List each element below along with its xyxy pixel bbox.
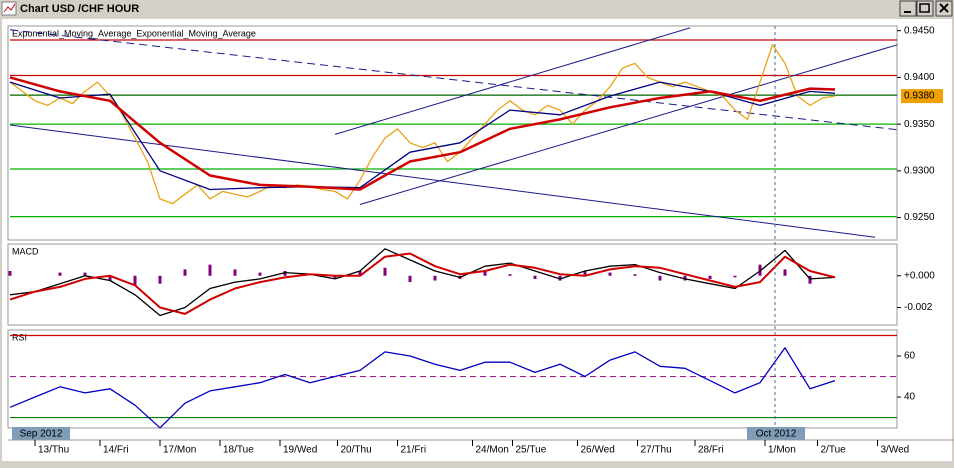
y-tick-label: -0.002 bbox=[904, 302, 933, 313]
histogram-bar bbox=[83, 272, 87, 276]
histogram-bar bbox=[433, 275, 437, 281]
window-title: Chart USD /CHF HOUR bbox=[20, 3, 139, 15]
panel-frame bbox=[7, 25, 898, 241]
histogram-bar bbox=[133, 275, 137, 286]
series-line bbox=[9, 248, 836, 317]
period-box bbox=[12, 427, 70, 440]
histogram-bar bbox=[8, 271, 12, 276]
histogram-bar bbox=[408, 275, 412, 283]
x-tick-label: 18/Tue bbox=[223, 445, 254, 456]
histogram-bar bbox=[683, 275, 687, 281]
histogram-bar bbox=[533, 275, 537, 279]
series-line bbox=[9, 347, 836, 429]
series-line bbox=[9, 76, 836, 191]
y-tick-label: 60 bbox=[904, 351, 916, 362]
x-tick-label: 17/Mon bbox=[163, 445, 196, 456]
trend-line bbox=[334, 27, 691, 135]
title-bar bbox=[0, 0, 954, 18]
histogram-bar bbox=[183, 269, 187, 276]
histogram-bar bbox=[783, 269, 787, 276]
histogram-bar bbox=[208, 264, 212, 276]
x-tick-label: 24/Mon bbox=[476, 445, 509, 456]
x-tick-label: 14/Fri bbox=[103, 445, 129, 456]
x-tick-label: 2/Tue bbox=[821, 445, 847, 456]
close-button[interactable] bbox=[935, 0, 953, 17]
x-tick-label: 13/Thu bbox=[38, 445, 69, 456]
last-price-label: 0.9380 bbox=[904, 91, 935, 102]
x-tick-label: 1/Mon bbox=[768, 445, 796, 456]
trend-line bbox=[9, 124, 876, 238]
panel-title: Exponential_Moving_Average_Exponential_M… bbox=[12, 28, 256, 38]
y-tick-label: 0.9250 bbox=[904, 212, 935, 223]
histogram-bar bbox=[333, 275, 337, 279]
x-tick-label: 3/Wed bbox=[881, 445, 910, 456]
histogram-bar bbox=[108, 275, 112, 281]
panel-frame bbox=[7, 243, 898, 326]
histogram-bar bbox=[58, 272, 62, 276]
y-tick-label: 0.9400 bbox=[904, 72, 935, 83]
histogram-bar bbox=[583, 271, 587, 276]
histogram-bar bbox=[358, 271, 362, 276]
x-tick-label: 25/Tue bbox=[516, 445, 547, 456]
histogram-bar bbox=[258, 272, 262, 276]
period-label: Oct 2012 bbox=[756, 429, 797, 440]
x-tick-label: 26/Wed bbox=[581, 445, 615, 456]
x-tick-label: 19/Wed bbox=[283, 445, 317, 456]
histogram-bar bbox=[283, 271, 287, 276]
trend-line bbox=[359, 44, 898, 205]
y-tick-label: 0.9350 bbox=[904, 119, 935, 130]
y-tick-label: 0.9450 bbox=[904, 25, 935, 36]
last-price-box bbox=[901, 89, 943, 104]
y-tick-label: +0.000 bbox=[904, 270, 935, 281]
histogram-bar bbox=[233, 269, 237, 276]
period-label: Sep 2012 bbox=[20, 429, 63, 440]
y-tick-label: 40 bbox=[904, 392, 916, 403]
minimize-button[interactable] bbox=[899, 0, 917, 17]
histogram-bar bbox=[508, 274, 512, 276]
series-line bbox=[9, 44, 836, 205]
histogram-bar bbox=[708, 275, 712, 279]
histogram-bar bbox=[658, 275, 662, 281]
panel-title: MACD bbox=[12, 246, 39, 256]
panel-frame bbox=[7, 329, 898, 429]
y-tick-label: 0.9300 bbox=[904, 165, 935, 176]
histogram-bar bbox=[558, 275, 562, 281]
histogram-bar bbox=[383, 267, 387, 276]
series-line bbox=[9, 252, 836, 315]
histogram-bar bbox=[158, 275, 162, 284]
x-tick-label: 27/Thu bbox=[641, 445, 672, 456]
histogram-bar bbox=[633, 274, 637, 276]
x-tick-label: 20/Thu bbox=[341, 445, 372, 456]
histogram-bar bbox=[733, 275, 737, 278]
x-tick-label: 28/Fri bbox=[698, 445, 724, 456]
window-icon-glyph bbox=[3, 3, 16, 13]
histogram-bar bbox=[608, 272, 612, 276]
period-box bbox=[747, 427, 805, 440]
histogram-bar bbox=[808, 275, 812, 284]
panel-title: RSI bbox=[12, 332, 27, 342]
x-tick-label: 21/Fri bbox=[401, 445, 427, 456]
maximize-button[interactable] bbox=[916, 0, 934, 17]
histogram-bar bbox=[483, 271, 487, 276]
